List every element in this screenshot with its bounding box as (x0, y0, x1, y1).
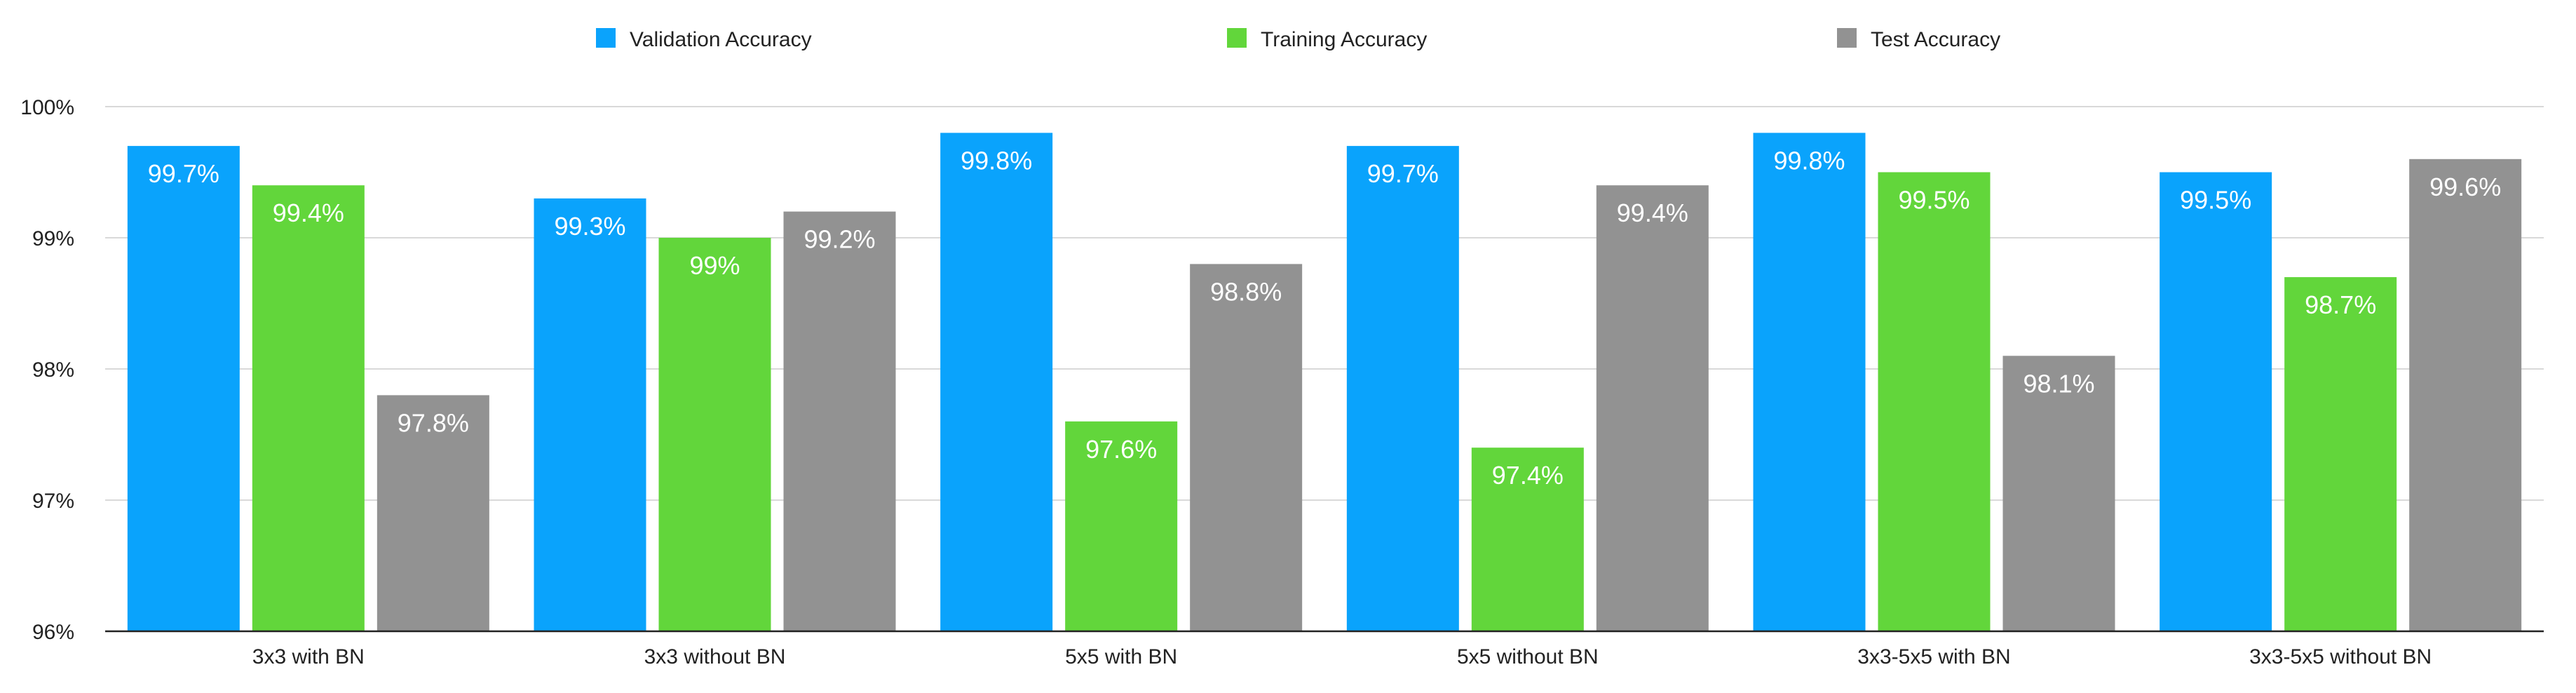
bar-training-accuracy-3x3-without-bn (658, 238, 771, 631)
data-label-test-accuracy-5x5-with-bn: 98.8% (1210, 277, 1282, 306)
data-label-test-accuracy-3x3-with-bn: 97.8% (398, 408, 469, 437)
legend-label-test-accuracy: Test Accuracy (1871, 28, 2000, 51)
legend-swatch-training-accuracy (1227, 28, 1247, 48)
y-tick-label: 100% (20, 96, 74, 119)
data-label-test-accuracy-3x3-5x5-with-bn: 98.1% (2023, 369, 2094, 398)
bar-test-accuracy-5x5-with-bn (1190, 264, 1303, 631)
data-label-training-accuracy-3x3-5x5-without-bn: 98.7% (2305, 290, 2376, 319)
bar-training-accuracy-5x5-with-bn (1065, 421, 1178, 631)
x-category-label: 5x5 without BN (1457, 645, 1599, 668)
legend-swatch-validation-accuracy (596, 28, 616, 48)
y-tick-label: 96% (32, 621, 74, 644)
bar-test-accuracy-5x5-without-bn (1596, 185, 1709, 631)
x-category-label: 3x3 without BN (644, 645, 786, 668)
y-tick-label: 97% (32, 490, 74, 513)
bar-validation-accuracy-3x3-5x5-without-bn (2160, 172, 2272, 631)
y-axis-ticks: 96% 97% 98% 99% 100% (20, 96, 74, 644)
bar-training-accuracy-3x3-with-bn (252, 185, 365, 631)
data-label-test-accuracy-5x5-without-bn: 99.4% (1617, 199, 1688, 227)
y-tick-label: 98% (32, 358, 74, 382)
bar-validation-accuracy-5x5-without-bn (1346, 146, 1459, 632)
x-category-label: 3x3 with BN (252, 645, 365, 668)
legend-label-training-accuracy: Training Accuracy (1261, 28, 1427, 51)
legend: Validation Accuracy Training Accuracy Test… (596, 28, 2000, 51)
bar-test-accuracy-3x3-5x5-with-bn (2002, 356, 2115, 631)
x-category-label: 3x3-5x5 with BN (1857, 645, 2010, 668)
data-label-training-accuracy-3x3-5x5-with-bn: 99.5% (1898, 186, 1970, 215)
legend-label-validation-accuracy: Validation Accuracy (630, 28, 812, 51)
bar-validation-accuracy-3x3-5x5-with-bn (1753, 133, 1866, 631)
x-category-label: 5x5 with BN (1065, 645, 1177, 668)
data-label-training-accuracy-3x3-without-bn: 99% (689, 251, 740, 280)
y-tick-label: 99% (32, 227, 74, 250)
bar-validation-accuracy-5x5-with-bn (940, 133, 1053, 631)
gridlines (105, 106, 2544, 501)
data-label-validation-accuracy-3x3-5x5-without-bn: 99.5% (2180, 186, 2251, 215)
data-label-validation-accuracy-5x5-without-bn: 99.7% (1367, 159, 1439, 188)
x-category-label: 3x3-5x5 without BN (2249, 645, 2432, 668)
data-label-training-accuracy-5x5-with-bn: 97.6% (1085, 435, 1157, 464)
bar-test-accuracy-3x3-without-bn (783, 211, 896, 632)
legend-swatch-test-accuracy (1837, 28, 1857, 48)
data-label-validation-accuracy-5x5-with-bn: 99.8% (961, 146, 1032, 175)
bar-validation-accuracy-3x3-without-bn (534, 198, 646, 631)
data-label-training-accuracy-5x5-without-bn: 97.4% (1492, 461, 1564, 490)
data-label-validation-accuracy-3x3-without-bn: 99.3% (554, 212, 625, 241)
data-label-validation-accuracy-3x3-5x5-with-bn: 99.8% (1773, 146, 1845, 175)
bars (127, 133, 2522, 632)
bar-training-accuracy-3x3-5x5-without-bn (2284, 277, 2397, 631)
data-label-test-accuracy-3x3-5x5-without-bn: 99.6% (2429, 173, 2501, 201)
data-label-validation-accuracy-3x3-with-bn: 99.7% (148, 159, 219, 188)
data-label-test-accuracy-3x3-without-bn: 99.2% (804, 225, 875, 254)
bar-test-accuracy-3x3-with-bn (377, 395, 489, 631)
bar-validation-accuracy-3x3-with-bn (127, 146, 240, 632)
bar-training-accuracy-5x5-without-bn (1471, 448, 1584, 631)
bar-test-accuracy-3x3-5x5-without-bn (2409, 159, 2522, 632)
bar-training-accuracy-3x3-5x5-with-bn (1878, 172, 1991, 631)
x-axis: 3x3 with BN 3x3 without BN 5x5 with BN 5x5 … (105, 630, 2544, 668)
data-labels: 99.7% 99.4% 97.8% 99.3% 99% 99.2% 99.8% 97.6% 98… (148, 146, 2501, 490)
data-label-training-accuracy-3x3-with-bn: 99.4% (273, 199, 344, 227)
